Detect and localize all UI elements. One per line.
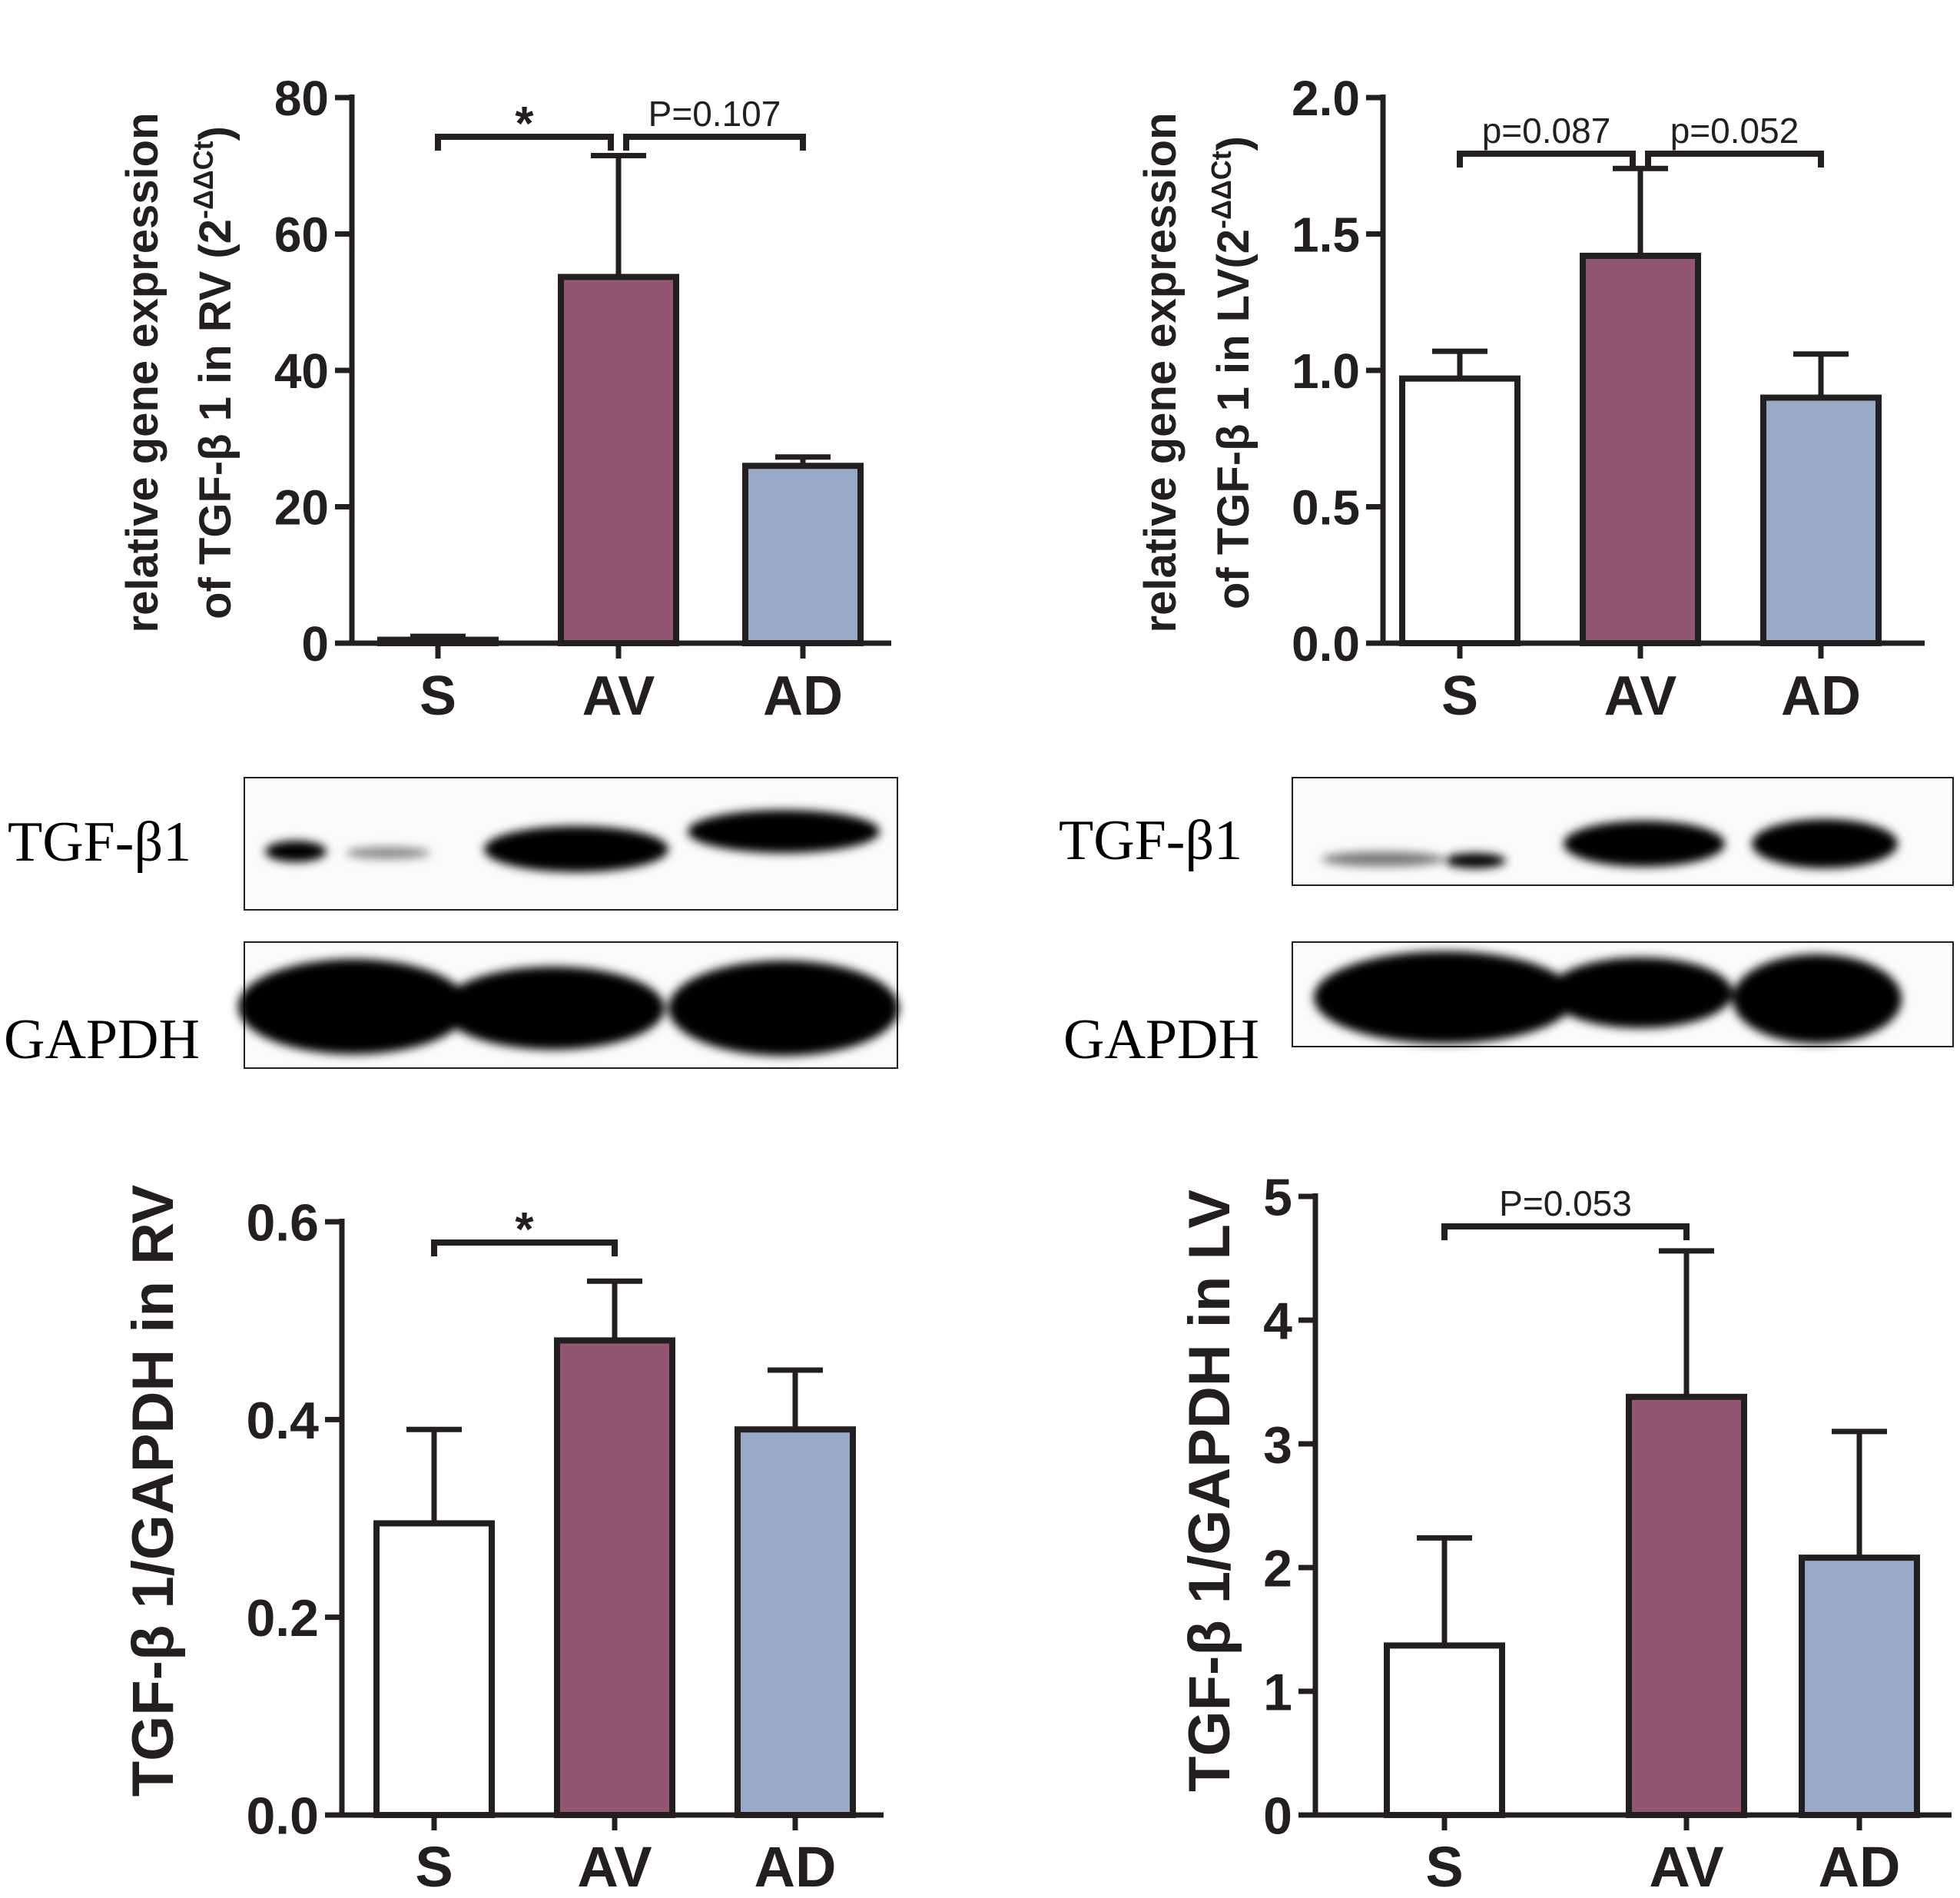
blot-band-tgf-left-faint xyxy=(346,847,430,859)
y-tick-label: 0.0 xyxy=(246,1787,319,1845)
blot-band-tgf-left-av xyxy=(484,826,668,872)
chart-rv-protein: 0.0 0.2 0.4 0.6 S AV AD * TGF-β 1/GAPDH in RV xyxy=(121,1184,884,1898)
significance-bracket xyxy=(1457,151,1636,168)
bar-S xyxy=(1399,375,1521,646)
y-axis-title-close: ) xyxy=(1209,136,1259,151)
significance-bracket xyxy=(1645,151,1824,168)
y-axis-title-close: ) xyxy=(191,126,240,141)
y-tick-label: 0 xyxy=(1263,1787,1292,1845)
x-tick-label-S: S xyxy=(1441,665,1478,727)
y-tick-label: 20 xyxy=(274,480,329,536)
y-tick-label: 40 xyxy=(274,343,329,399)
y-tick-label: 0.0 xyxy=(1292,616,1360,672)
significance-label: P=0.107 xyxy=(648,94,781,134)
y-tick-label: 0.6 xyxy=(246,1193,319,1252)
blot-band-tgf-left-ad xyxy=(688,810,880,853)
bar-S xyxy=(1384,1642,1505,1818)
x-tick-label-AV: AV xyxy=(1649,1835,1723,1894)
x-tick-label-AV: AV xyxy=(582,665,655,727)
bar-AD xyxy=(1799,1555,1920,1818)
x-tick-label-AD: AD xyxy=(1781,665,1861,727)
y-tick-label: 0.2 xyxy=(246,1589,319,1647)
y-tick-label: 1 xyxy=(1263,1663,1292,1721)
significance-label: p=0.052 xyxy=(1670,111,1799,151)
y-axis-title-superscript: -ΔΔCt xyxy=(1206,151,1237,229)
y-axis-title-line2: of TGF-β 1 in RV (2-ΔΔCt) xyxy=(187,126,240,619)
blot-strip-tgf-right xyxy=(1292,777,1954,886)
significance-bracket xyxy=(623,134,806,151)
y-tick-label: 3 xyxy=(1263,1415,1292,1474)
x-tick-label-AD: AD xyxy=(754,1835,837,1894)
y-axis-title-text: of TGF-β 1 in LV(2 xyxy=(1209,229,1259,609)
blot-label-tgf-right: TGF-β1 xyxy=(1059,809,1242,872)
blot-label-tgf-left: TGF-β1 xyxy=(8,811,191,874)
blot-label-gapdh-right: GAPDH xyxy=(1063,1008,1259,1071)
y-tick-label: 1.5 xyxy=(1292,207,1360,263)
x-tick-label-AV: AV xyxy=(1604,665,1677,727)
significance-label: * xyxy=(515,98,534,151)
significance-label: * xyxy=(515,1203,534,1256)
x-tick-label-AD: AD xyxy=(1819,1835,1901,1894)
y-axis-title: TGF-β 1/GAPDH in RV xyxy=(121,1184,186,1797)
blot-panel-right: TGF-β1 GAPDH xyxy=(1059,777,1954,1071)
x-tick-label-AD: AD xyxy=(763,665,843,727)
blot-strip-gapdh-right xyxy=(1292,941,1954,1047)
y-tick-label: 0.5 xyxy=(1292,480,1360,536)
bar-AD xyxy=(735,1426,856,1818)
bar-S xyxy=(373,1520,495,1819)
significance-bracket xyxy=(435,134,614,151)
bar-AV xyxy=(554,1337,675,1818)
significance-bracket xyxy=(1441,1223,1690,1240)
y-tick-label: 60 xyxy=(274,207,329,263)
y-tick-label: 2 xyxy=(1263,1539,1292,1598)
y-axis-title: TGF-β 1/GAPDH in LV xyxy=(1177,1190,1242,1792)
x-tick-label-AV: AV xyxy=(577,1835,652,1894)
y-tick-label: 4 xyxy=(1263,1292,1292,1350)
bar-AV xyxy=(1626,1393,1747,1818)
y-axis-title-line1: relative gene expression xyxy=(118,113,167,633)
blot-strip-tgf-left xyxy=(244,777,898,911)
x-tick-label-S: S xyxy=(415,1835,453,1894)
y-tick-label: 0.4 xyxy=(246,1392,319,1450)
bar-AD xyxy=(742,463,864,646)
blot-strip-gapdh-left xyxy=(238,941,899,1069)
y-axis-title-line1: relative gene expression xyxy=(1136,113,1186,633)
x-tick-label-S: S xyxy=(1425,1835,1463,1894)
chart-lv-protein: 0 1 2 3 4 5 S AV AD P=0.053 TGF-β 1/GAPDH in LV xyxy=(1177,1168,1952,1898)
chart-lv-mrna: 0.0 0.5 1.0 1.5 2.0 S AV AD p=0.087 p=0.052 relati… xyxy=(1136,71,1925,727)
y-tick-label: 2.0 xyxy=(1292,71,1360,126)
y-tick-label: 80 xyxy=(274,71,329,126)
significance-label: p=0.087 xyxy=(1482,111,1611,151)
blot-label-gapdh-left: GAPDH xyxy=(4,1008,200,1071)
y-axis-title-line2: of TGF-β 1 in LV(2-ΔΔCt) xyxy=(1206,136,1259,609)
significance-bracket xyxy=(431,1239,618,1256)
blot-band-tgf-left-s xyxy=(265,841,327,862)
bar-AV xyxy=(558,274,679,646)
x-tick-label-S: S xyxy=(420,665,456,727)
y-axis-title-text: of TGF-β 1 in RV (2 xyxy=(191,219,240,619)
y-axis-title-superscript: -ΔΔCt xyxy=(187,141,219,219)
bar-AV xyxy=(1580,252,1701,646)
y-tick-label: 5 xyxy=(1263,1168,1292,1226)
bar-AD xyxy=(1760,394,1882,646)
chart-rv-mrna: 0 20 40 60 80 S AV AD * P=0.107 relative gene expr… xyxy=(118,71,891,727)
y-tick-label: 1.0 xyxy=(1292,343,1360,399)
blot-panel-left: TGF-β1 GAPDH xyxy=(4,777,899,1071)
significance-label: P=0.053 xyxy=(1499,1183,1632,1223)
y-tick-label: 0 xyxy=(301,616,329,672)
